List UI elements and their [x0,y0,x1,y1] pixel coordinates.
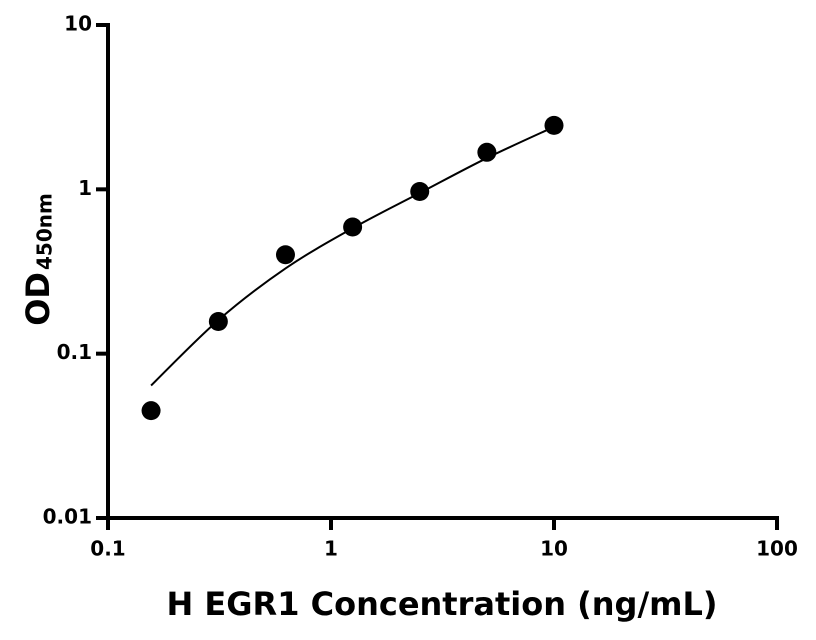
fit-curve [150,125,555,387]
x-tick-label: 1 [324,537,338,561]
y-axis-title-group: OD 450nm [19,193,57,326]
data-point [410,182,430,202]
data-point [477,142,497,162]
y-axis-title-subscript: 450nm [33,193,57,270]
y-tick-label: 1 [78,176,92,200]
data-point [275,245,295,265]
y-tick-label: 0.01 [43,505,92,529]
x-tick-label: 10 [540,537,568,561]
x-axis-title: H EGR1 Concentration (ng/mL) [167,585,718,623]
x-tick-label: 100 [756,537,798,561]
x-tick-label: 0.1 [90,537,125,561]
data-point [544,115,564,135]
y-tick-label: 10 [64,12,92,36]
data-point [343,217,363,237]
y-tick-label: 0.1 [57,340,92,364]
data-point [208,311,228,331]
y-axis-title: OD [19,272,57,326]
data-point [141,401,161,421]
